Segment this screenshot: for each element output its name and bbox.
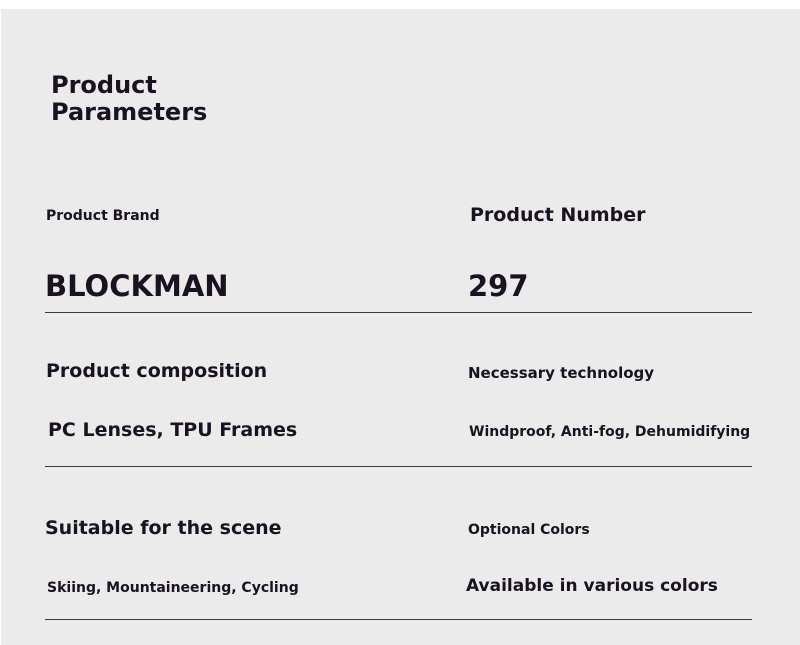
brand-value: BLOCKMAN (45, 269, 229, 303)
colors-value: Available in various colors (466, 576, 718, 596)
scene-value: Skiing, Mountaineering, Cycling (47, 580, 299, 596)
divider (45, 466, 752, 467)
brand-label: Product Brand (46, 208, 160, 224)
colors-label: Optional Colors (468, 522, 590, 538)
page-title-line1: Product (51, 71, 157, 99)
composition-value: PC Lenses, TPU Frames (48, 419, 298, 441)
page-title-line2: Parameters (51, 98, 208, 126)
composition-label: Product composition (46, 360, 268, 382)
scene-label: Suitable for the scene (45, 517, 282, 539)
technology-value: Windproof, Anti-fog, Dehumidifying (469, 424, 751, 440)
product-number-label: Product Number (470, 204, 646, 226)
product-number-value: 297 (468, 269, 529, 303)
background-panel (1, 9, 800, 645)
divider (45, 312, 752, 313)
technology-label: Necessary technology (468, 364, 655, 382)
divider (45, 619, 752, 620)
